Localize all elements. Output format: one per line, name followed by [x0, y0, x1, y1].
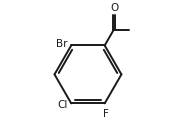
- Text: O: O: [110, 3, 118, 13]
- Text: F: F: [103, 109, 109, 119]
- Text: Cl: Cl: [58, 100, 68, 110]
- Text: Br: Br: [56, 39, 68, 49]
